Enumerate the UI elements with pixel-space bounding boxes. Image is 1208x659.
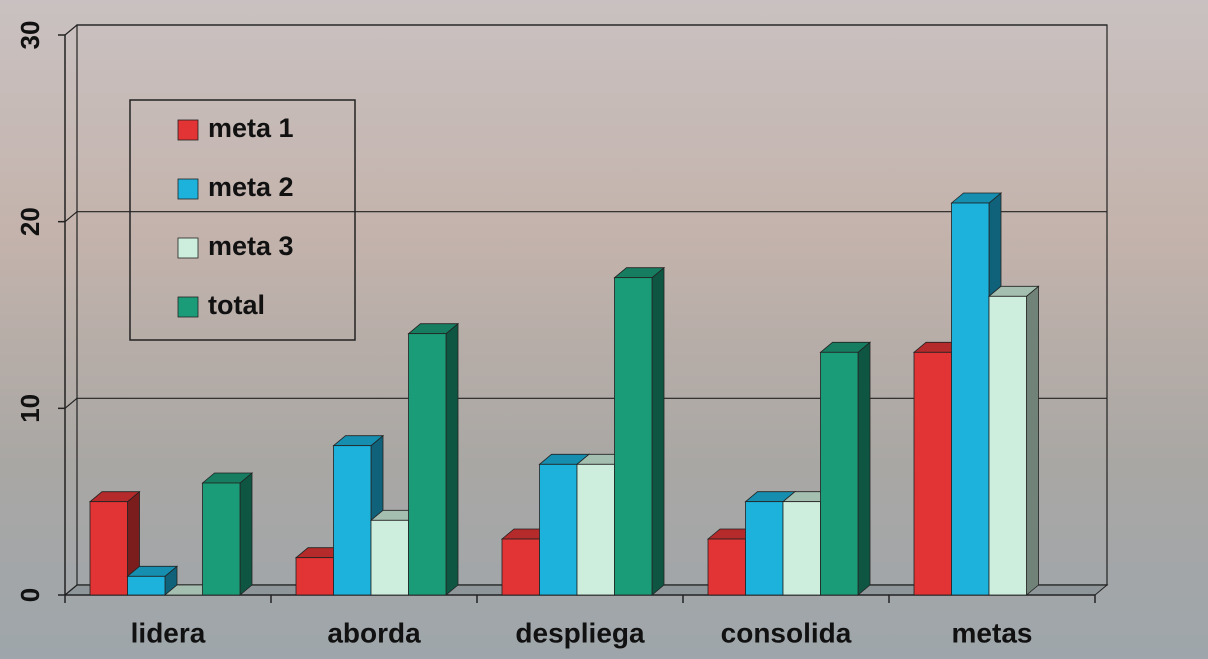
legend-box: [129, 99, 356, 341]
legend-swatch: [177, 237, 199, 259]
bar: [201, 472, 254, 596]
bar-front: [295, 557, 334, 596]
bar: [126, 565, 179, 596]
bar: [88, 490, 141, 596]
bar-front: [820, 351, 859, 596]
grid-line: [64, 24, 1107, 36]
bar-side: [1026, 285, 1039, 596]
x-tick-label: despliega: [515, 617, 645, 648]
y-tick-label: 20: [15, 207, 45, 236]
bar-front: [539, 463, 578, 596]
bar-side: [857, 341, 871, 596]
legend-label: meta 1: [208, 113, 294, 143]
bar-front: [913, 351, 952, 596]
bar-front: [782, 501, 821, 596]
legend-label: meta 3: [208, 231, 294, 261]
legend-label: meta 2: [208, 172, 294, 202]
bar-front: [370, 519, 409, 596]
bar-front: [501, 538, 540, 596]
x-tick-label: metas: [952, 617, 1033, 648]
bar: [407, 322, 460, 596]
bar-side: [239, 472, 253, 596]
legend-label: total: [208, 290, 265, 320]
bar: [987, 285, 1040, 596]
bar-front: [202, 482, 241, 596]
y-tick-label: 0: [15, 588, 45, 602]
bar-front: [614, 277, 653, 596]
x-tick-label: consolida: [721, 617, 852, 648]
grid-line: [64, 397, 1107, 409]
legend-swatch: [177, 296, 199, 318]
bar-side: [445, 322, 459, 596]
bar-front: [127, 575, 166, 596]
bar-front: [333, 445, 372, 596]
x-tick-label: lidera: [131, 617, 206, 648]
bar-front: [951, 202, 990, 596]
bar: [819, 341, 872, 596]
grid-line: [64, 211, 1107, 223]
bar-front: [576, 463, 615, 596]
legend-swatch: [177, 178, 199, 200]
legend-swatch: [177, 119, 199, 141]
bar: [613, 266, 666, 596]
bar-front: [988, 295, 1027, 596]
bar-front: [89, 501, 128, 596]
x-tick-label: aborda: [327, 617, 421, 648]
bar-front: [745, 501, 784, 596]
bar-front: [408, 333, 447, 596]
bar-front: [707, 538, 746, 596]
y-tick-label: 10: [15, 394, 45, 423]
y-tick-label: 30: [15, 21, 45, 50]
bar-side: [651, 266, 665, 596]
